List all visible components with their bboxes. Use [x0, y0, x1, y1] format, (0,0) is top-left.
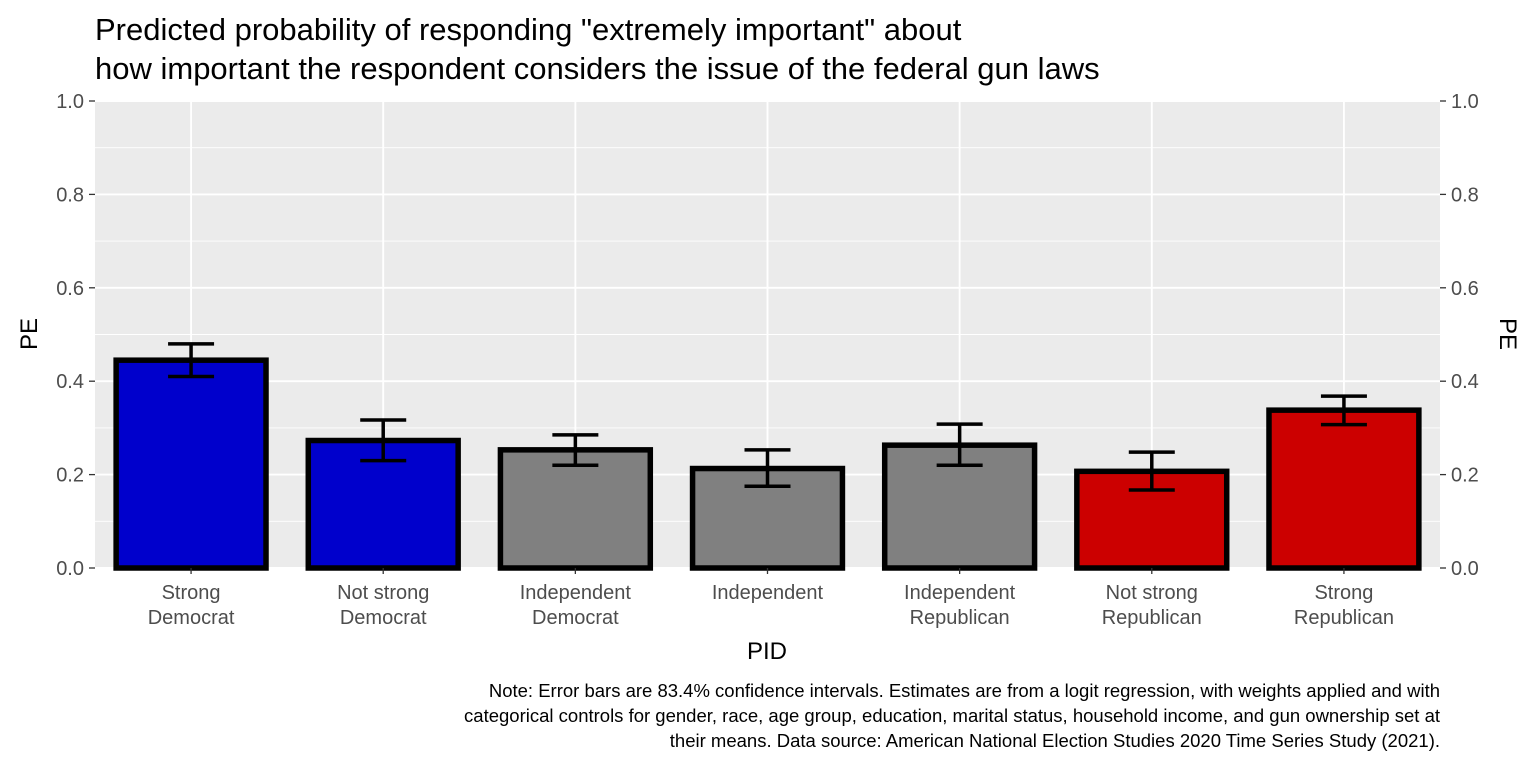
x-tick-label: Republican	[1102, 607, 1202, 629]
y-tick-label-right: 0.2	[1451, 465, 1479, 487]
y-tick-label-left: 0.8	[56, 184, 84, 206]
note-line-3: their means. Data source: American Natio…	[670, 730, 1440, 751]
x-tick-label: Republican	[1294, 607, 1394, 629]
bar	[497, 447, 654, 571]
y-tick-label-left: 0.0	[56, 558, 84, 580]
y-tick-label-right: 0.6	[1451, 278, 1479, 300]
y-tick-label-left: 1.0	[56, 91, 84, 113]
chart-title-line-2: how important the respondent considers t…	[95, 51, 1100, 86]
y-tick-label-left: 0.4	[56, 371, 84, 393]
y-tick-label-right: 0.4	[1451, 371, 1479, 393]
x-tick-label: Republican	[910, 607, 1010, 629]
y-axis-title-right: PE	[1494, 318, 1521, 350]
y-tick-label-right: 0.8	[1451, 184, 1479, 206]
y-tick-label-right: 0.0	[1451, 558, 1479, 580]
x-tick-label: Not strong	[1106, 582, 1198, 604]
x-tick-label: Independent	[712, 582, 824, 604]
x-tick-label: Democrat	[148, 607, 235, 629]
y-axis-title-left: PE	[16, 318, 43, 350]
chart-title-line-1: Predicted probability of responding "ext…	[95, 12, 962, 47]
x-tick-label: Independent	[904, 582, 1016, 604]
bar	[113, 357, 269, 571]
x-tick-label: Not strong	[337, 582, 429, 604]
x-tick-label: Democrat	[340, 607, 427, 629]
x-tick-label: Democrat	[532, 607, 619, 629]
x-tick-label: Independent	[520, 582, 632, 604]
error-bars	[168, 342, 1367, 492]
y-tick-label-left: 0.2	[56, 465, 84, 487]
note-line-2: categorical controls for gender, race, a…	[464, 705, 1440, 726]
y-tick-label-right: 1.0	[1451, 91, 1479, 113]
bar	[1266, 407, 1422, 571]
y-tick-label-left: 0.6	[56, 278, 84, 300]
note-line-1: Note: Error bars are 83.4% confidence in…	[489, 680, 1440, 701]
axes: 0.0 0.0 0.2 0.2 0.4 0.4 0.6 0.6 0.8 0.8 1.0 1.0 Stro…	[56, 91, 1479, 629]
x-tick-label: Strong	[1314, 582, 1373, 604]
x-axis-title: PID	[747, 638, 787, 665]
x-tick-label: Strong	[162, 582, 221, 604]
